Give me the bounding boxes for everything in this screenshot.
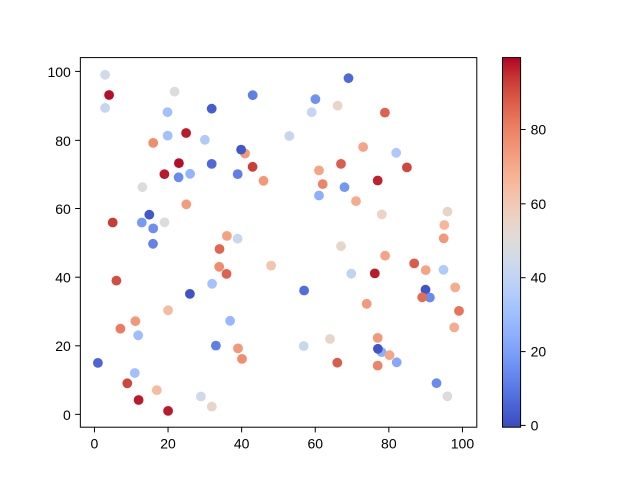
svg-text:20: 20	[531, 344, 547, 360]
svg-text:40: 40	[531, 270, 547, 286]
svg-text:80: 80	[55, 133, 71, 149]
svg-text:40: 40	[234, 435, 250, 451]
svg-text:0: 0	[63, 407, 71, 423]
svg-text:0: 0	[531, 417, 539, 433]
svg-text:80: 80	[381, 435, 397, 451]
svg-text:60: 60	[55, 201, 71, 217]
svg-text:80: 80	[531, 122, 547, 138]
svg-text:20: 20	[160, 435, 176, 451]
svg-text:0: 0	[91, 435, 99, 451]
svg-text:60: 60	[531, 196, 547, 212]
svg-text:100: 100	[47, 64, 71, 80]
svg-text:20: 20	[55, 338, 71, 354]
svg-text:40: 40	[55, 270, 71, 286]
svg-text:60: 60	[307, 435, 323, 451]
svg-text:100: 100	[451, 435, 475, 451]
